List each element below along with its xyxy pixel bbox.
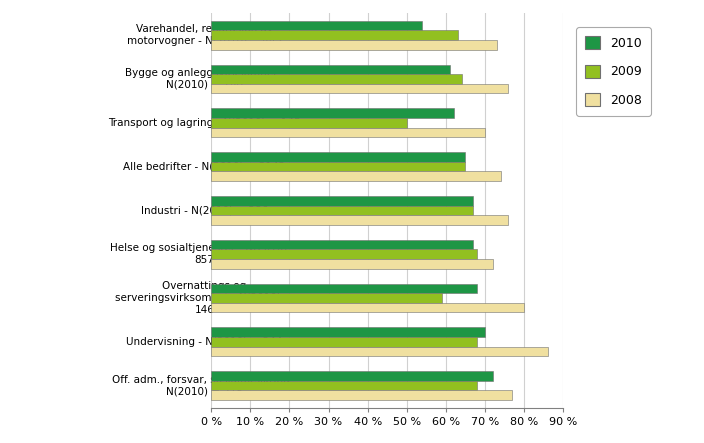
Bar xyxy=(211,118,407,128)
Bar xyxy=(211,171,501,181)
Bar xyxy=(211,390,513,400)
Bar xyxy=(211,74,462,84)
Bar xyxy=(211,240,473,249)
Bar xyxy=(211,259,493,269)
Bar xyxy=(211,249,477,259)
Bar xyxy=(211,293,442,303)
Bar xyxy=(211,128,485,137)
Bar xyxy=(211,196,473,206)
Bar xyxy=(211,327,485,337)
Bar xyxy=(211,21,422,31)
Legend: 2010, 2009, 2008: 2010, 2009, 2008 xyxy=(577,27,651,116)
Bar xyxy=(211,371,493,381)
Bar xyxy=(211,31,458,40)
Bar xyxy=(211,40,497,50)
Bar xyxy=(211,337,477,347)
Bar xyxy=(211,303,524,312)
Bar xyxy=(211,152,465,162)
Bar xyxy=(211,381,477,390)
Bar xyxy=(211,65,450,74)
Bar xyxy=(211,84,508,93)
Bar xyxy=(211,347,548,356)
Bar xyxy=(211,109,453,118)
Bar xyxy=(211,162,465,171)
Bar xyxy=(211,284,477,293)
Bar xyxy=(211,215,508,225)
Bar xyxy=(211,206,473,215)
